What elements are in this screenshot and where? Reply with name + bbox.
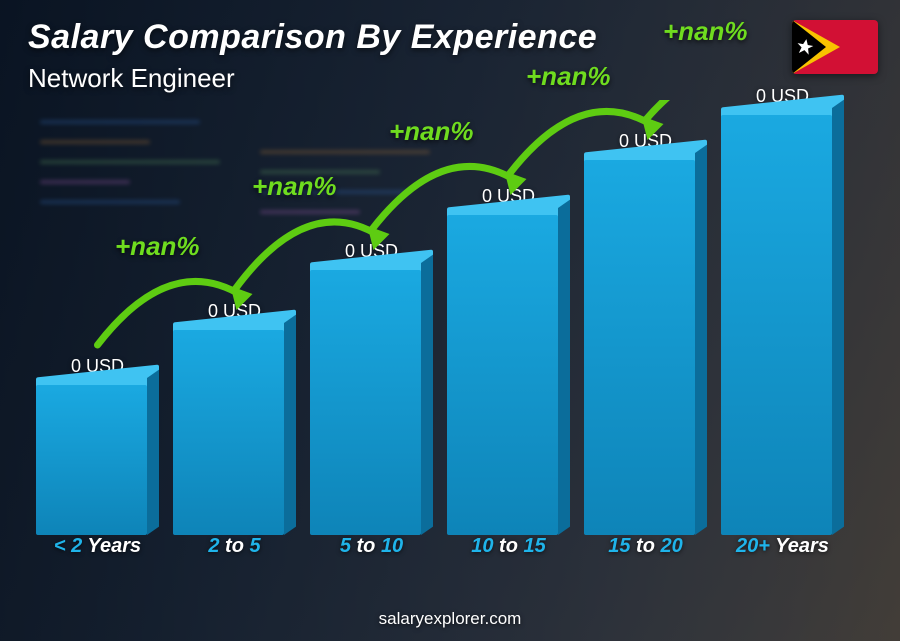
bar <box>721 115 844 535</box>
bar <box>447 215 570 535</box>
bar-wrap: 0 USD <box>447 186 570 535</box>
footer-attribution: salaryexplorer.com <box>0 609 900 629</box>
x-axis: < 2 Years 2 to 5 5 to 10 10 to 15 15 to 20 20… <box>30 535 850 571</box>
x-axis-label: 5 to 10 <box>310 535 433 571</box>
x-axis-label: 15 to 20 <box>584 535 707 571</box>
bar <box>36 385 159 535</box>
bar-wrap: 0 USD <box>310 241 433 535</box>
x-axis-label: 20+ Years <box>721 535 844 571</box>
bar <box>584 160 707 535</box>
page-title: Salary Comparison By Experience <box>28 18 597 57</box>
title-block: Salary Comparison By Experience Network … <box>28 18 597 94</box>
x-axis-label: 10 to 15 <box>447 535 570 571</box>
x-axis-label: 2 to 5 <box>173 535 296 571</box>
bar-wrap: 0 USD <box>584 131 707 535</box>
chart-area: 0 USD0 USD0 USD0 USD0 USD0 USD < 2 Years… <box>30 100 850 571</box>
page-subtitle: Network Engineer <box>28 63 597 94</box>
bar-wrap: 0 USD <box>36 356 159 535</box>
bar <box>173 330 296 535</box>
country-flag-icon <box>792 20 878 74</box>
bar <box>310 270 433 535</box>
bar-wrap: 0 USD <box>721 86 844 535</box>
bar-group: 0 USD0 USD0 USD0 USD0 USD0 USD <box>30 100 850 535</box>
x-axis-label: < 2 Years <box>36 535 159 571</box>
bar-wrap: 0 USD <box>173 301 296 535</box>
infographic-stage: Salary Comparison By Experience Network … <box>0 0 900 641</box>
